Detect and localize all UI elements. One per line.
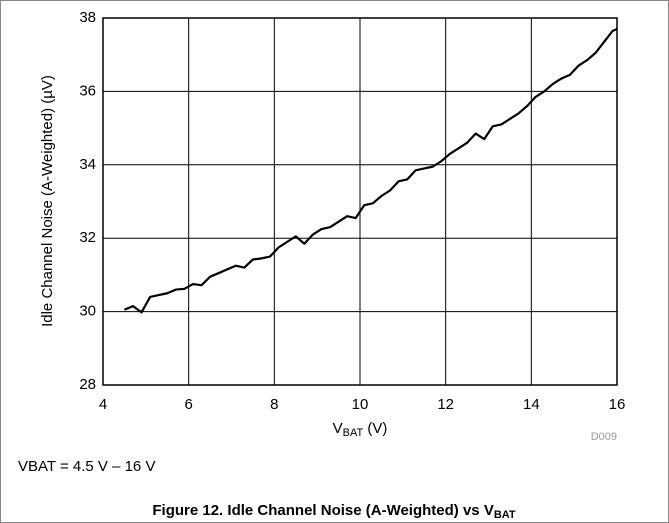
- caption-main: Figure 12. Idle Channel Noise (A-Weighte…: [152, 502, 493, 519]
- x-axis-label-unit: (V): [363, 420, 387, 437]
- x-tick-label: 8: [270, 396, 278, 413]
- y-tick-label: 34: [79, 156, 96, 173]
- x-tick-label: 16: [609, 396, 626, 413]
- x-tick-label: 10: [352, 396, 369, 413]
- x-axis-label-sub: BAT: [343, 427, 364, 439]
- x-tick-label: 12: [437, 396, 454, 413]
- x-tick-label: 4: [99, 396, 107, 413]
- x-axis-label: VBAT (V): [333, 420, 388, 439]
- y-axis-label: Idle Channel Noise (A-Weighted) (µV): [39, 75, 56, 327]
- x-tick-label: 6: [184, 396, 192, 413]
- x-axis-label-main: V: [333, 420, 343, 437]
- y-tick-label: 38: [79, 9, 96, 26]
- figure-code: D009: [591, 431, 617, 443]
- y-tick-label: 28: [79, 376, 96, 393]
- plot-border: [102, 17, 618, 386]
- y-tick-label: 30: [79, 303, 96, 320]
- caption: Figure 12. Idle Channel Noise (A-Weighte…: [152, 502, 516, 521]
- y-tick-label: 36: [79, 82, 96, 99]
- data-line: [123, 27, 618, 314]
- x-tick-label: 14: [523, 396, 540, 413]
- y-tick-label: 32: [79, 229, 96, 246]
- note: VBAT = 4.5 V – 16 V: [18, 458, 155, 475]
- caption-sub: BAT: [494, 509, 516, 521]
